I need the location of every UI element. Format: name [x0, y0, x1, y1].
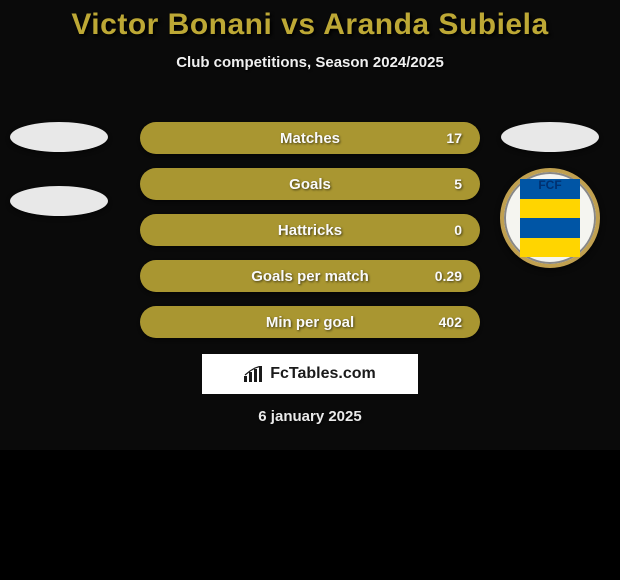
stat-label: Matches: [280, 130, 340, 147]
badge-stripe: [520, 218, 580, 238]
placeholder-ellipse: [501, 122, 599, 152]
stat-value: 0: [454, 222, 462, 238]
badge-label: FCF: [538, 178, 561, 192]
chart-icon: [244, 366, 264, 382]
stat-value: 17: [446, 130, 462, 146]
brand-box: FcTables.com: [202, 354, 418, 394]
badge-stripe: [520, 238, 580, 258]
stat-bar-matches: Matches 17: [140, 122, 480, 154]
infographic-container: Victor Bonani vs Aranda Subiela Club com…: [0, 0, 620, 450]
placeholder-ellipse: [10, 122, 108, 152]
stat-label: Goals per match: [251, 268, 369, 285]
stat-label: Goals: [289, 176, 331, 193]
brand-text: FcTables.com: [270, 365, 376, 383]
stat-value: 402: [439, 314, 462, 330]
stat-bar-min-per-goal: Min per goal 402: [140, 306, 480, 338]
date-label: 6 january 2025: [258, 408, 361, 425]
stat-value: 5: [454, 176, 462, 192]
page-subtitle: Club competitions, Season 2024/2025: [0, 54, 620, 71]
stat-rows: Matches 17 Goals 5 Hattricks 0 Goals per…: [140, 122, 480, 338]
right-badge-group: FCF: [500, 122, 600, 268]
badge-stripe: [520, 199, 580, 219]
stat-bar-goals-per-match: Goals per match 0.29: [140, 260, 480, 292]
left-placeholder-group: [10, 122, 108, 216]
stat-value: 0.29: [435, 268, 462, 284]
club-badge: FCF: [500, 168, 600, 268]
page-title: Victor Bonani vs Aranda Subiela: [0, 8, 620, 42]
stat-bar-hattricks: Hattricks 0: [140, 214, 480, 246]
stat-label: Hattricks: [278, 222, 342, 239]
stat-label: Min per goal: [266, 314, 354, 331]
stat-bar-goals: Goals 5: [140, 168, 480, 200]
placeholder-ellipse: [10, 186, 108, 216]
